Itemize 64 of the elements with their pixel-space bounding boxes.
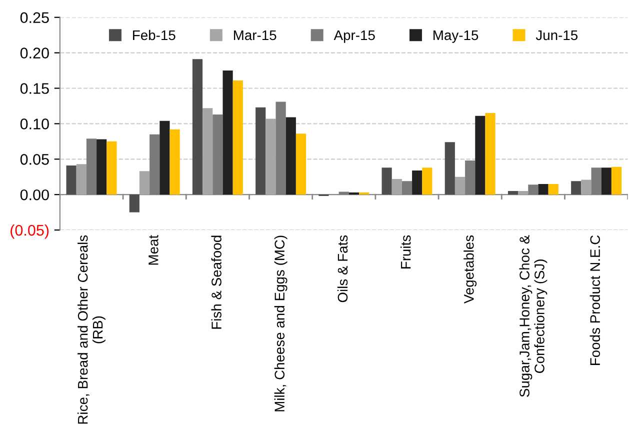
bar (359, 192, 370, 195)
bar (286, 117, 296, 195)
bar (518, 191, 528, 195)
x-tick-label: Rice, Bread and Other Cereals (RB) (78, 235, 106, 424)
bar (256, 107, 266, 195)
bar (170, 129, 180, 195)
y-tick-label: 0.15 (20, 83, 49, 94)
y-tick-label: 0.00 (20, 189, 49, 200)
bar (581, 180, 592, 195)
x-tick-label: Oils & Fats (337, 235, 348, 302)
y-tick-label: 0.05 (20, 154, 49, 165)
bar (591, 168, 602, 195)
bar (508, 191, 518, 195)
bar (338, 192, 349, 195)
bar (76, 164, 86, 195)
bar (402, 181, 412, 195)
bar (222, 70, 233, 195)
y-tick-label: (0.05) (10, 224, 49, 239)
x-tick-label: Meat (148, 234, 158, 265)
bar (86, 138, 97, 195)
bar (212, 114, 223, 195)
bar (202, 108, 213, 195)
bar (382, 168, 392, 195)
bar (66, 166, 76, 195)
bar (96, 139, 107, 195)
bar (106, 141, 117, 195)
bar (139, 171, 150, 195)
bar (475, 116, 486, 195)
legend-label: Apr-15 (334, 30, 375, 43)
bar (454, 176, 466, 195)
bar (296, 134, 306, 195)
bar (548, 184, 558, 195)
x-tick-label: Fruits (400, 235, 411, 268)
bar (571, 181, 582, 195)
bar (412, 170, 422, 195)
bar (392, 178, 402, 195)
bar (266, 118, 276, 195)
bar (528, 184, 538, 195)
x-tick-label: Foods Product N.E.C (590, 235, 600, 365)
bar (192, 59, 203, 195)
bar (348, 192, 360, 195)
legend-label: Jun-15 (536, 30, 578, 40)
bar (485, 113, 496, 195)
bar (465, 160, 476, 195)
bar (611, 166, 622, 195)
x-tick-label: Fish & Seafood (211, 236, 222, 329)
y-tick-label: 0.20 (20, 48, 49, 58)
y-tick-label: 0.25 (20, 12, 49, 24)
x-tick-label: Milk, Cheese and Eggs (MC) (274, 236, 288, 412)
bar (160, 120, 170, 195)
legend-label: Feb-15 (133, 30, 176, 40)
x-tick-label: Vegetables (464, 235, 477, 304)
x-tick-label: Sugar,Jam,Honey, Choc & Confectionery (SJ) (519, 235, 548, 397)
bar (276, 102, 286, 195)
bar (129, 194, 140, 212)
bar (538, 184, 548, 195)
y-tick-label: 0.10 (20, 118, 49, 130)
bar (150, 134, 160, 195)
legend-label: Mar-15 (234, 30, 276, 40)
bar (232, 80, 243, 195)
bar (601, 168, 612, 195)
bar (444, 142, 455, 195)
legend-label: May-15 (434, 30, 478, 43)
bar (422, 168, 432, 195)
